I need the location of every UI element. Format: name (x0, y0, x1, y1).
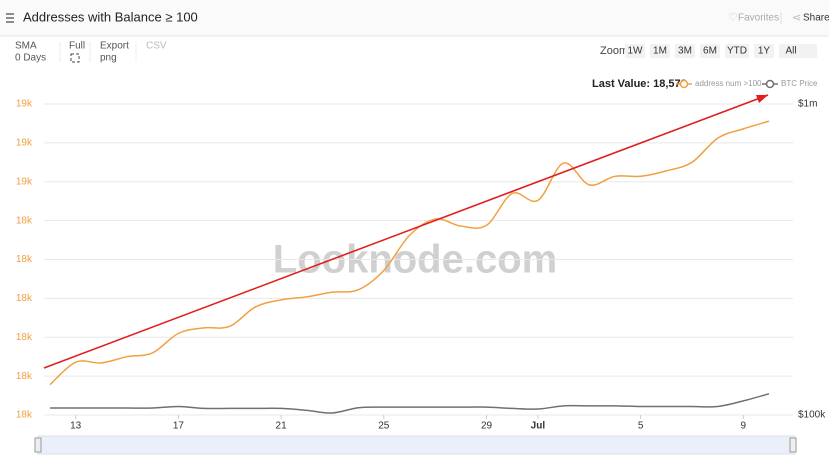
y-tick-label: 18k (16, 332, 33, 343)
y2-tick-label: $1m (798, 99, 817, 110)
full-label[interactable]: Full (69, 41, 85, 52)
plot: 18k 18k 18k 18k 18k 18k 19k 19k 19k $100k $1m 13 17 2… (16, 99, 826, 432)
trend-arrow (43, 94, 769, 369)
x-tick-label: Jul (531, 421, 546, 432)
csv-label[interactable]: CSV (146, 41, 167, 52)
x-tick-label: 9 (741, 421, 747, 432)
page-title: Addresses with Balance ≥ 100 (23, 9, 198, 24)
share[interactable]: Share (803, 13, 829, 24)
legend-marker[interactable] (679, 79, 689, 89)
share-icon[interactable]: ⋖ (792, 12, 801, 24)
sma-select[interactable]: 0 Days (15, 53, 46, 64)
x-tick-label: 25 (378, 421, 390, 432)
range-button[interactable] (754, 44, 774, 58)
range-label[interactable]: YTD (727, 46, 747, 57)
menu-icon[interactable] (6, 13, 14, 23)
range-button[interactable] (625, 44, 645, 58)
range-label[interactable]: 3M (678, 46, 692, 57)
range-button[interactable] (675, 44, 695, 58)
full-icon[interactable] (70, 53, 80, 63)
y-tick-label: 19k (16, 99, 33, 110)
y-tick-label: 18k (16, 371, 33, 382)
range-label[interactable]: 1W (628, 46, 644, 57)
navigator-handle[interactable] (789, 437, 797, 453)
x-tick-label: 21 (276, 421, 288, 432)
last-value: Last Value: 18,578 (592, 78, 687, 90)
range-label[interactable]: 6M (703, 46, 717, 57)
y-tick-label: 18k (16, 410, 33, 421)
range-button[interactable] (650, 44, 670, 58)
navigator-handle[interactable] (34, 437, 42, 453)
range-button[interactable] (700, 44, 720, 58)
y-tick-label: 19k (16, 138, 33, 149)
arrow-head (756, 95, 768, 103)
x-tick-label: 5 (638, 421, 644, 432)
export-label: Export (100, 41, 129, 52)
zoom-label: Zoom (600, 45, 628, 57)
range-buttons: 1W 1M 3M 6M YTD 1Y All (625, 44, 803, 58)
navigator-selection[interactable] (38, 436, 795, 454)
export-select[interactable]: png (100, 53, 117, 64)
sma-label: SMA (15, 41, 37, 52)
legend: address num >100 BTC Price (676, 79, 818, 89)
x-tick-label: 29 (481, 421, 493, 432)
legend-label[interactable]: BTC Price (781, 79, 818, 88)
y-tick-label: 19k (16, 176, 33, 187)
y-tick-label: 18k (16, 215, 33, 226)
legend-label[interactable]: address num >100 (695, 79, 762, 88)
favorites[interactable]: Favorites (738, 13, 779, 24)
y-tick-label: 18k (16, 254, 33, 265)
series-line (49, 120, 770, 386)
header-bar (0, 0, 829, 36)
range-label[interactable]: 1Y (758, 46, 771, 57)
range-button[interactable] (779, 44, 803, 58)
range-button[interactable] (725, 44, 749, 58)
table-button[interactable] (801, 44, 817, 58)
x-tick-label: 13 (70, 421, 82, 432)
range-label[interactable]: 1M (653, 46, 667, 57)
range-label[interactable]: All (785, 46, 796, 57)
y-tick-label: 18k (16, 293, 33, 304)
x-tick-label: 17 (173, 421, 185, 432)
legend-marker[interactable] (765, 79, 775, 89)
series-line (50, 393, 770, 414)
y2-tick-label: $100k (798, 410, 826, 421)
heart-icon[interactable]: ♡ (728, 12, 738, 24)
